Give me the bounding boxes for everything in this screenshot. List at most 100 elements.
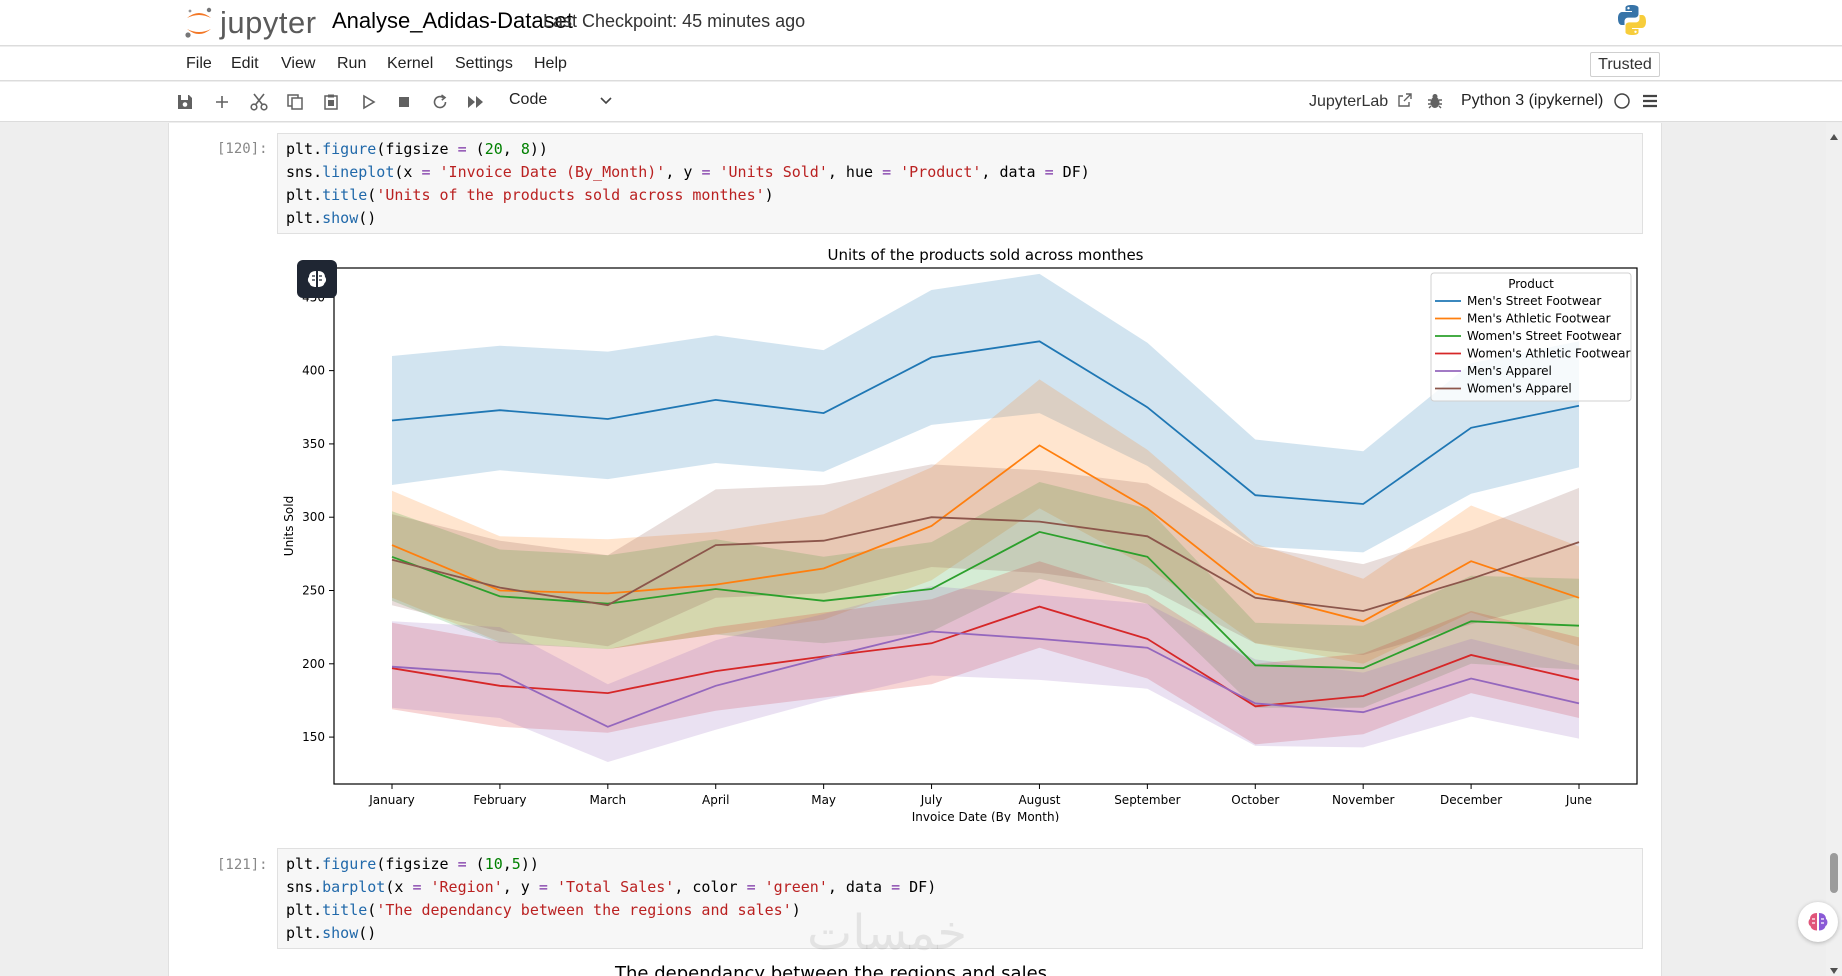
x-tick-label: February [473, 793, 526, 807]
x-tick-label: November [1332, 793, 1394, 807]
menu-run[interactable]: Run [337, 55, 367, 72]
cut-icon[interactable] [247, 90, 271, 114]
x-tick-label: May [811, 793, 836, 807]
jupyter-logo[interactable]: jupyter [182, 4, 317, 42]
code-line: sns.barplot(x = 'Region', y = 'Total Sal… [286, 878, 937, 896]
scroll-up-arrow-icon[interactable] [1829, 127, 1839, 140]
external-link-icon [1397, 93, 1412, 107]
watermark: خمسات [807, 905, 968, 961]
python-logo-icon [1616, 3, 1648, 41]
menu-kernel[interactable]: Kernel [387, 55, 434, 72]
legend-entry: Men's Street Footwear [1467, 294, 1601, 308]
notebook-toolbar: Code JupyterLab Python 3 (ipykernel) [0, 82, 1842, 122]
menu-help[interactable]: Help [534, 55, 567, 72]
plot-frame [333, 267, 1638, 785]
logo-text: jupyter [220, 5, 317, 40]
menu-file[interactable]: File [186, 55, 212, 72]
jupyter-logo-icon [185, 7, 212, 38]
series-line [391, 605, 1580, 708]
legend-box [1430, 272, 1632, 402]
copy-icon[interactable] [283, 90, 307, 114]
chevron-down-icon [599, 93, 613, 112]
add-icon[interactable] [210, 90, 234, 114]
brain-icon [307, 271, 327, 287]
y-tick-label: 350 [302, 437, 325, 451]
checkpoint-status: Last Checkpoint: 45 minutes ago [543, 11, 806, 31]
x-tick-label: April [702, 793, 729, 807]
kernel-name[interactable]: Python 3 (ipykernel) [1461, 92, 1604, 109]
run-icon[interactable] [357, 90, 381, 114]
confidence-band [392, 273, 1579, 553]
y-tick-label: 200 [302, 657, 325, 671]
hamburger-menu-icon[interactable] [1641, 92, 1659, 114]
top-bar: jupyter Analyse_Adidas-Dataset Last Chec… [0, 0, 1842, 46]
confidence-band [392, 586, 1579, 762]
menu-edit[interactable]: Edit [231, 55, 259, 72]
legend-entry: Women's Athletic Footwear [1467, 347, 1630, 361]
chart-title: Units of the products sold across monthe… [827, 246, 1143, 264]
cell-prompt: [121]: [217, 857, 268, 873]
code-line: plt.figure(figsize = (10,5)) [286, 855, 539, 873]
jupyterlab-link[interactable]: JupyterLab [1309, 92, 1413, 111]
paste-icon[interactable] [319, 90, 343, 114]
code-line: plt.title('Units of the products sold ac… [286, 186, 774, 204]
code-cell-120[interactable]: plt.figure(figsize = (20, 8)) sns.linepl… [277, 133, 1643, 234]
y-tick-label: 250 [302, 584, 325, 598]
floating-assistant-button[interactable] [1798, 902, 1838, 942]
legend-entry: Men's Apparel [1467, 364, 1552, 378]
confidence-band [392, 482, 1579, 708]
x-tick-label: March [590, 793, 627, 807]
code-line: plt.show() [286, 924, 377, 942]
cell-prompt: [120]: [217, 141, 268, 157]
y-tick-label: 150 [302, 730, 325, 744]
series-line [391, 630, 1580, 728]
cell-type-select[interactable]: Code [509, 91, 613, 115]
x-tick-label: July [920, 793, 943, 807]
x-axis-label: Invoice Date (By_Month) [912, 810, 1060, 822]
legend-entry: Women's Street Footwear [1467, 329, 1621, 343]
x-tick-label: September [1114, 793, 1180, 807]
next-chart-title: The dependancy between the regions and s… [615, 963, 1048, 976]
jupyterlab-label: JupyterLab [1309, 93, 1389, 110]
kernel-status-idle-icon [1613, 92, 1631, 114]
code-cell-121[interactable]: plt.figure(figsize = (10,5)) sns.barplot… [277, 848, 1643, 949]
stop-icon[interactable] [392, 90, 416, 114]
scrollbar-thumb[interactable] [1830, 853, 1838, 893]
restart-icon[interactable] [428, 90, 452, 114]
y-axis-label: Units Sold [282, 496, 296, 556]
trusted-indicator[interactable]: Trusted [1590, 52, 1660, 77]
cell-type-value: Code [509, 91, 548, 108]
menu-bar: File Edit View Run Kernel Settings Help [0, 47, 1842, 81]
ai-assistant-badge[interactable] [297, 260, 337, 298]
legend-title: Product [1508, 277, 1554, 291]
x-tick-label: October [1231, 793, 1279, 807]
menu-view[interactable]: View [281, 55, 316, 72]
code-line: plt.figure(figsize = (20, 8)) [286, 140, 548, 158]
confidence-band [392, 561, 1579, 745]
x-tick-label: June [1565, 793, 1592, 807]
legend-entry: Men's Athletic Footwear [1467, 312, 1611, 326]
y-tick-label: 400 [302, 364, 325, 378]
debugger-bug-icon[interactable] [1426, 92, 1444, 114]
save-icon[interactable] [173, 90, 197, 114]
x-tick-label: December [1440, 793, 1502, 807]
menu-settings[interactable]: Settings [455, 55, 513, 72]
y-tick-label: 300 [302, 510, 325, 524]
notebook-title[interactable]: Analyse_Adidas-Dataset [332, 8, 573, 33]
x-tick-label: January [368, 793, 415, 807]
code-line: plt.title('The dependancy between the re… [286, 901, 801, 919]
fast-forward-icon[interactable] [464, 90, 488, 114]
code-line: sns.lineplot(x = 'Invoice Date (By_Month… [286, 163, 1090, 181]
notebook-panel [168, 123, 1662, 976]
series-line [391, 516, 1580, 612]
vertical-scrollbar[interactable] [1826, 123, 1842, 976]
scroll-down-arrow-icon[interactable] [1829, 961, 1839, 974]
line-chart-output: Units of the products sold across monthe… [282, 246, 1638, 822]
series-line [391, 340, 1580, 505]
series-line [391, 444, 1580, 623]
legend-entry: Women's Apparel [1467, 382, 1572, 396]
brain-icon [1808, 913, 1828, 931]
code-line: plt.show() [286, 209, 377, 227]
x-tick-label: August [1018, 793, 1060, 807]
